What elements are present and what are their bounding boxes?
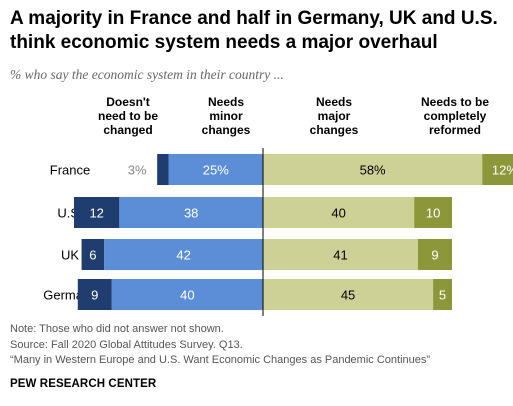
column-header-1: Doesn't [106, 95, 150, 109]
bar-major-changes [263, 279, 434, 310]
bar-major-changes [263, 154, 483, 185]
data-label-no-change: 12 [89, 206, 103, 221]
bar-no-change [157, 154, 169, 185]
data-label-no-change: 3% [128, 163, 147, 178]
data-label-complete-reform: 9 [431, 248, 438, 263]
data-label-no-change: 9 [91, 288, 98, 303]
column-header-1: changed [103, 123, 152, 137]
bar-complete-reform [417, 239, 452, 270]
column-header-3: Needs [316, 95, 352, 109]
data-label-minor-changes: 42 [176, 248, 190, 263]
source-text: Source: Fall 2020 Global Attitudes Surve… [10, 338, 243, 351]
chart-subtitle: % who say the economic system in their c… [10, 67, 284, 82]
column-header-2: Needs [208, 95, 244, 109]
column-header-4: Needs to be [421, 95, 489, 109]
data-label-complete-reform: 10 [426, 206, 440, 221]
column-header-3: changes [310, 123, 359, 137]
chart-title: A majority in France and half in Germany… [10, 8, 498, 53]
chart-notes: Note: Those who did not answer not shown… [10, 322, 505, 369]
data-label-complete-reform: 5 [439, 288, 446, 303]
category-label-france: France [50, 163, 90, 178]
column-header-2: minor [209, 109, 243, 123]
data-label-complete-reform: 12% [492, 163, 513, 178]
bar-no-change [81, 239, 105, 270]
bar-major-changes [263, 197, 415, 228]
bar-minor-changes [168, 154, 263, 185]
column-header-4: reformed [429, 123, 481, 137]
category-label-uk: UK [61, 248, 79, 263]
column-header-3: major [318, 109, 351, 123]
column-header-1: need to be [98, 109, 158, 123]
bar-no-change [77, 279, 112, 310]
brand-logo-text: PEW RESEARCH CENTER [10, 378, 157, 390]
note-text: Note: Those who did not answer not shown… [10, 323, 224, 335]
column-header-2: changes [202, 123, 251, 137]
bar-complete-reform [414, 197, 452, 228]
bar-minor-changes [111, 279, 263, 310]
bar-minor-changes [104, 239, 264, 270]
bar-no-change [74, 197, 120, 228]
column-header-4: completely [424, 109, 487, 123]
data-label-no-change: 6 [89, 248, 96, 263]
bar-complete-reform [433, 279, 452, 310]
data-label-minor-changes: 25% [203, 163, 229, 178]
bar-complete-reform [482, 154, 513, 185]
data-label-minor-changes: 40 [180, 288, 194, 303]
bar-major-changes [263, 239, 418, 270]
data-label-major-changes: 45 [341, 288, 355, 303]
data-label-major-changes: 40 [331, 206, 345, 221]
data-label-minor-changes: 38 [184, 206, 198, 221]
report-title: “Many in Western Europe and U.S. Want Ec… [10, 354, 431, 366]
bar-minor-changes [119, 197, 263, 228]
data-label-major-changes: 41 [333, 248, 347, 263]
data-label-major-changes: 58% [360, 163, 386, 178]
